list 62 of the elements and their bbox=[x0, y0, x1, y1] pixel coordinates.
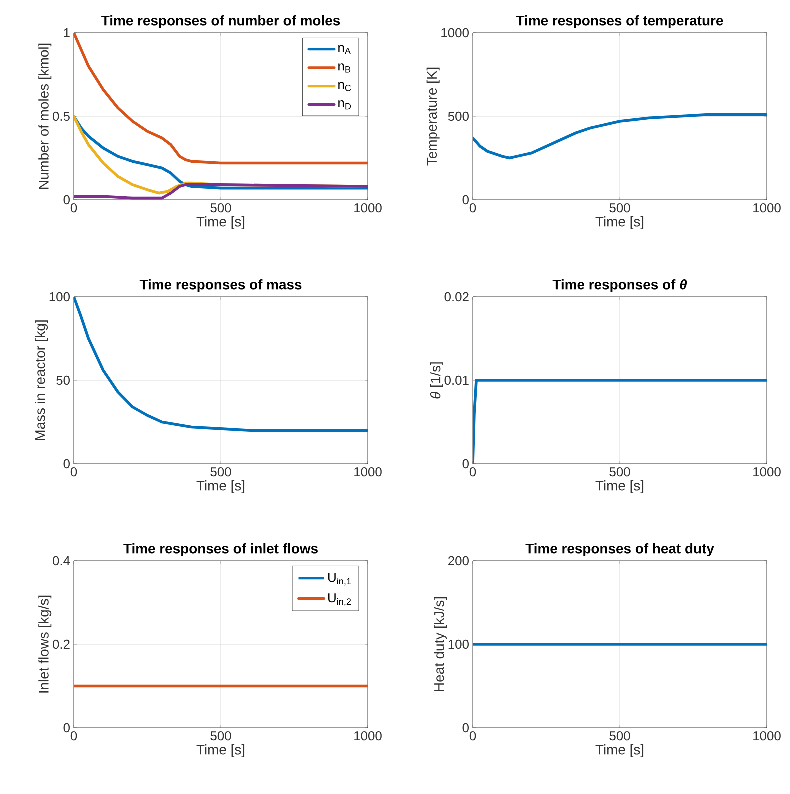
y-tick-label: 0 bbox=[462, 195, 469, 205]
legend-label: n$_{D}$ bbox=[338, 100, 352, 110]
y-axis-title: θ [1/s] bbox=[430, 362, 444, 399]
chart-title: Time responses of inlet flows bbox=[124, 543, 318, 556]
x-tick-label: 0 bbox=[470, 468, 476, 477]
line-series bbox=[74, 296, 368, 432]
chart-title: Time responses of mass bbox=[140, 279, 302, 292]
x-axis-title: Time [s] bbox=[196, 216, 245, 230]
legend-label: n$_{A}$ bbox=[338, 45, 351, 54]
chart-title: Time responses of heat duty bbox=[526, 543, 714, 556]
x-tick-label: 500 bbox=[210, 732, 232, 741]
x-tick-label: 0 bbox=[70, 732, 78, 741]
x-axis-title: Time [s] bbox=[196, 480, 245, 494]
x-tick-label: 1000 bbox=[754, 204, 781, 213]
x-tick-label: 0 bbox=[70, 204, 78, 213]
y-tick-label: 100 bbox=[448, 640, 469, 650]
y-axis-title: Inlet flows [kg/s] bbox=[38, 596, 52, 693]
legend-label: n$_{C}$ bbox=[338, 82, 352, 92]
chart-title: Time responses of θ bbox=[552, 279, 688, 292]
x-tick-label: 500 bbox=[610, 732, 630, 741]
y-tick-label: 0 bbox=[462, 723, 469, 733]
y-tick-label: 1 bbox=[64, 28, 70, 38]
y-tick-label: 0.4 bbox=[52, 556, 70, 566]
x-tick-label: 500 bbox=[210, 204, 232, 213]
y-axis-title: Heat duty [kJ/s] bbox=[434, 597, 448, 692]
y-tick-label: 0.01 bbox=[444, 376, 469, 386]
y-tick-label: 0.2 bbox=[52, 640, 70, 650]
y-tick-label: 0 bbox=[64, 195, 70, 205]
x-tick-label: 500 bbox=[610, 468, 630, 477]
y-tick-label: 0.02 bbox=[444, 292, 469, 302]
y-tick-label: 1000 bbox=[442, 28, 469, 38]
y-tick-label: 200 bbox=[448, 556, 469, 566]
y-tick-label: 500 bbox=[448, 112, 469, 122]
y-tick-label: 50 bbox=[56, 376, 70, 386]
x-tick-label: 1000 bbox=[354, 468, 382, 477]
x-axis-title: Time [s] bbox=[596, 744, 644, 758]
x-axis-title: Time [s] bbox=[596, 216, 644, 230]
legend-label: n$_{B}$ bbox=[338, 64, 351, 73]
x-tick-label: 0 bbox=[70, 468, 78, 477]
legend-label: U$_{in,1}$ bbox=[328, 573, 352, 586]
x-tick-label: 500 bbox=[610, 204, 630, 213]
x-tick-label: 1000 bbox=[754, 468, 781, 477]
y-tick-label: 0.5 bbox=[52, 112, 70, 122]
x-tick-label: 500 bbox=[210, 468, 232, 477]
y-axis-title: Mass in reactor [kg] bbox=[35, 320, 48, 440]
x-tick-label: 1000 bbox=[354, 204, 382, 213]
x-tick-label: 1000 bbox=[354, 732, 382, 741]
line-series bbox=[74, 32, 368, 165]
y-axis-title: Temperature [K] bbox=[426, 68, 440, 166]
x-axis-title: Time [s] bbox=[596, 480, 644, 494]
y-tick-label: 0 bbox=[64, 459, 70, 469]
x-tick-label: 0 bbox=[470, 732, 476, 741]
x-tick-label: 1000 bbox=[754, 732, 781, 741]
legend-label: U$_{in,2}$ bbox=[328, 594, 352, 606]
x-tick-label: 0 bbox=[470, 204, 476, 213]
y-tick-label: 0 bbox=[462, 459, 469, 469]
y-axis-title: Number of moles [kmol] bbox=[38, 44, 52, 189]
chart-title: Time responses of temperature bbox=[516, 15, 724, 28]
x-axis-title: Time [s] bbox=[196, 744, 245, 758]
y-tick-label: 100 bbox=[50, 292, 70, 302]
y-tick-label: 0 bbox=[64, 723, 70, 733]
chart-title: Time responses of number of moles bbox=[102, 15, 340, 28]
